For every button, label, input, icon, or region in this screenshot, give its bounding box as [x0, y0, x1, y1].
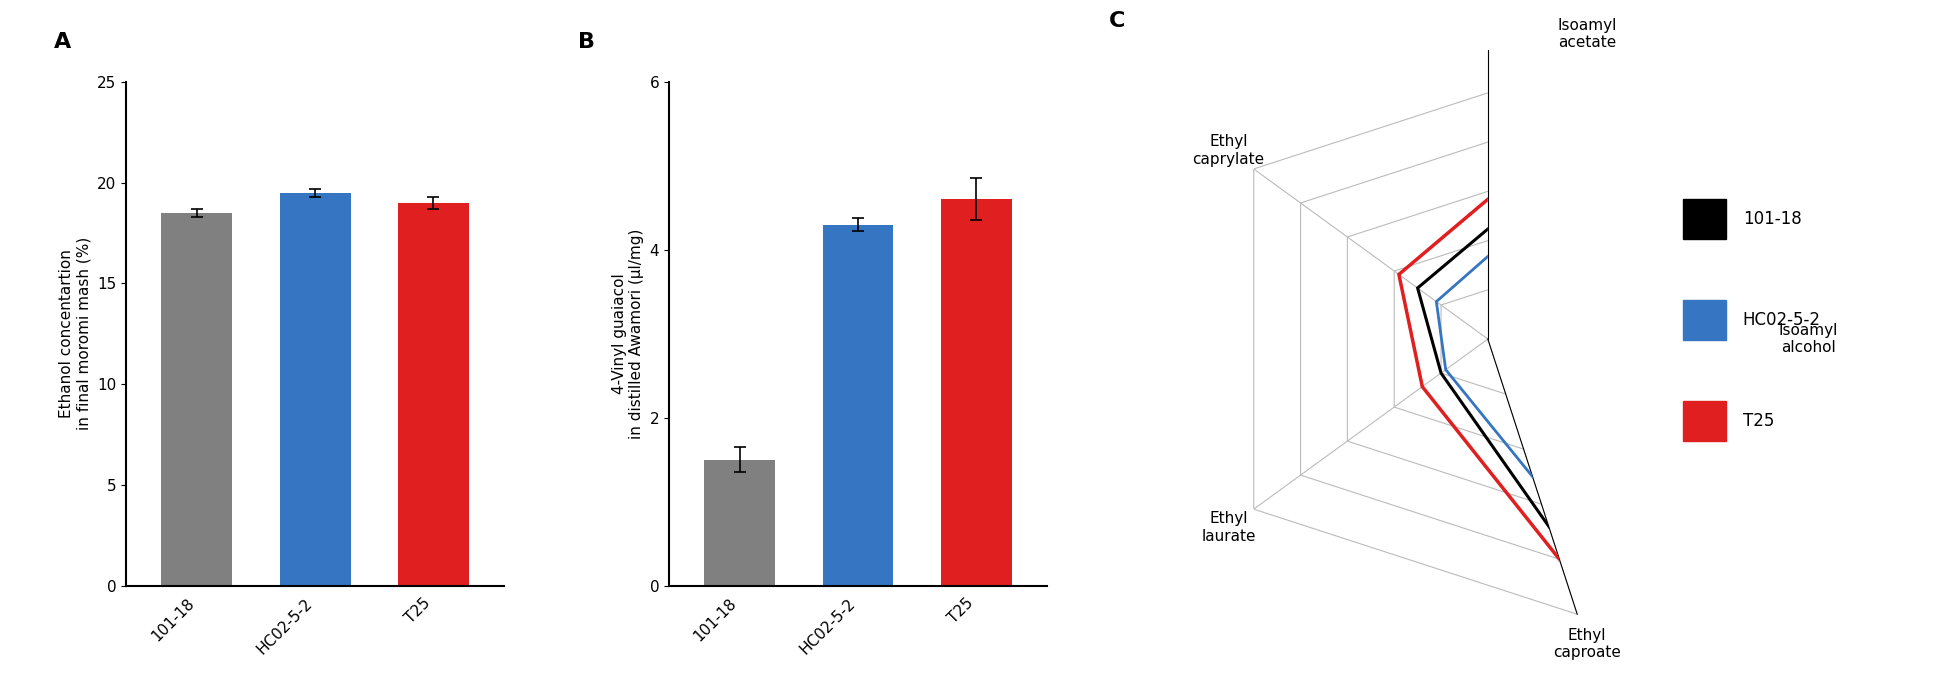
Bar [704, 460, 776, 586]
Bar [1683, 300, 1726, 340]
Text: B: B [578, 32, 595, 52]
Text: 101-18: 101-18 [1743, 210, 1801, 228]
Text: A: A [54, 32, 72, 52]
Bar [1683, 402, 1726, 441]
Bar [161, 212, 233, 586]
Y-axis label: Ethanol concentartion
in final moromi mash (%): Ethanol concentartion in final moromi ma… [58, 237, 91, 430]
Y-axis label: 4-Vinyl guaiacol
in distilled Awamori (μl/mg): 4-Vinyl guaiacol in distilled Awamori (μ… [611, 229, 644, 439]
Text: HC02-5-2: HC02-5-2 [1743, 311, 1821, 329]
Text: C: C [1109, 12, 1125, 31]
Bar [1683, 199, 1726, 239]
Text: T25: T25 [1743, 413, 1774, 430]
Bar [397, 203, 469, 586]
Bar [940, 200, 1012, 586]
Bar [822, 225, 894, 586]
Bar [279, 193, 351, 586]
